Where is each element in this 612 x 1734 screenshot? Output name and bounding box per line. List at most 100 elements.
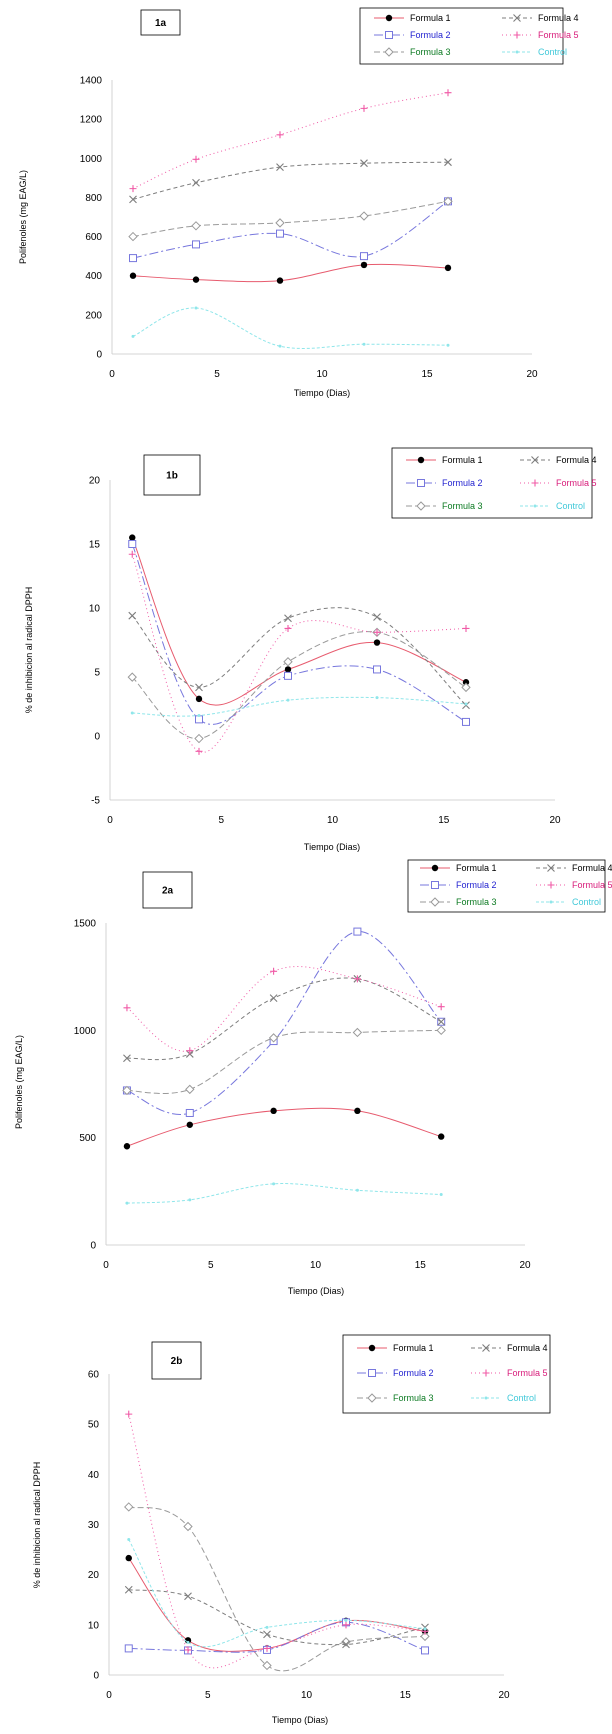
series-formula-3 [122, 1025, 446, 1096]
legend-marker [385, 14, 393, 22]
data-point [270, 967, 278, 975]
data-point [276, 163, 284, 171]
legend-marker [533, 504, 537, 508]
x-axis-label: Tiempo (Dias) [272, 1715, 328, 1725]
legend: Formula 1 Formula 4 Formula 2 Formula 5 Form… [391, 447, 597, 519]
legend-label: Formula 5 [507, 1368, 548, 1378]
legend-entry-formula-1: Formula 1 [357, 1343, 434, 1353]
legend-entry-formula-1: Formula 1 [406, 455, 483, 465]
legend-entry-formula-5: Formula 5 [520, 478, 597, 488]
data-point [360, 159, 368, 168]
y-tick-label: 1000 [74, 1026, 97, 1037]
data-point [128, 231, 138, 242]
panel-tag-label: 1a [155, 18, 167, 29]
panel-tag-1a: 1a [140, 9, 181, 36]
legend-label: Formula 3 [456, 897, 497, 907]
data-point [276, 229, 284, 238]
data-point [355, 1188, 359, 1192]
data-point [129, 195, 137, 204]
series-line [128, 1414, 426, 1669]
data-point [421, 1623, 429, 1632]
data-point [188, 1198, 192, 1202]
legend-label: Formula 1 [410, 13, 451, 23]
legend-marker [549, 900, 553, 904]
series-formula-4 [128, 607, 470, 710]
chart-panel-2a: 2a 0 500 1000 1500 0 5 10 15 20 Tiempo (Dias) Polif… [14, 859, 612, 1296]
series-formula-1 [129, 261, 452, 284]
data-point [284, 666, 292, 673]
y-tick-label: 10 [88, 1620, 100, 1631]
y-tick-label: 400 [85, 271, 102, 282]
x-tick-label: 15 [421, 369, 433, 380]
y-tick-label: 30 [88, 1520, 100, 1531]
series-formula-3 [128, 196, 453, 242]
data-point [276, 131, 284, 139]
data-point [186, 1047, 194, 1055]
series-formula-5 [125, 1410, 429, 1669]
legend-marker [368, 1369, 376, 1377]
series-line [126, 931, 442, 1116]
data-point [184, 1637, 192, 1644]
legend-label: Formula 2 [456, 880, 497, 890]
legend-entry-control: Control [502, 47, 567, 57]
series-line [128, 1589, 426, 1646]
data-point [276, 277, 284, 284]
data-point [127, 1538, 131, 1542]
data-point [185, 1108, 194, 1117]
series-line [132, 200, 449, 259]
data-point [359, 211, 369, 221]
legend-entry-formula-4: Formula 4 [502, 13, 579, 23]
legend-label: Formula 3 [442, 501, 483, 511]
data-point [262, 1660, 272, 1671]
legend-marker [513, 31, 521, 39]
chart-panel-1b: 1b -5 0 5 10 15 20 0 5 10 15 20 Tiempo (Dias) % de in… [24, 447, 597, 852]
data-point [125, 1201, 129, 1205]
data-point [195, 695, 203, 703]
series-line [126, 1183, 442, 1204]
series-line [128, 1539, 426, 1648]
series-line [132, 200, 449, 238]
x-tick-label: 5 [205, 1690, 211, 1701]
legend-entry-formula-1: Formula 1 [420, 863, 497, 873]
data-point [130, 711, 134, 715]
legend-box [359, 7, 564, 65]
x-tick-label: 0 [106, 1690, 112, 1701]
y-tick-label: 5 [94, 668, 100, 679]
legend-marker [515, 50, 519, 54]
panel-tag-box [142, 871, 193, 909]
panel-tag-label: 2b [171, 1356, 183, 1367]
data-point [423, 1627, 427, 1631]
legend-entry-formula-5: Formula 5 [502, 30, 579, 40]
data-point [421, 1646, 429, 1655]
panel-tag-label: 2a [162, 886, 174, 897]
x-axis-label: Tiempo (Dias) [304, 842, 360, 852]
y-tick-label: 0 [93, 1671, 99, 1682]
data-point [462, 679, 470, 686]
data-point [195, 747, 203, 755]
data-point [125, 1410, 133, 1418]
data-point [123, 1004, 131, 1012]
legend-label: Formula 1 [456, 863, 497, 873]
legend-marker [547, 881, 555, 889]
legend-entry-formula-2: Formula 2 [420, 880, 497, 890]
data-point [129, 185, 137, 193]
y-tick-label: 1000 [80, 154, 103, 165]
legend-label: Formula 3 [393, 1393, 434, 1403]
data-point [124, 1585, 133, 1594]
series-formula-1 [123, 1107, 445, 1150]
y-tick-label: 500 [79, 1133, 96, 1144]
data-point [284, 624, 292, 632]
data-point [443, 196, 453, 207]
y-tick-label: 20 [89, 476, 101, 487]
data-point [373, 628, 381, 636]
series-formula-3 [124, 1502, 430, 1672]
data-point [129, 254, 137, 263]
legend-marker [368, 1344, 376, 1352]
data-point [360, 104, 368, 112]
data-point [341, 1637, 351, 1647]
series-control [131, 306, 450, 349]
y-tick-label: 20 [88, 1570, 100, 1581]
data-point [286, 698, 290, 702]
data-point [263, 1644, 271, 1652]
